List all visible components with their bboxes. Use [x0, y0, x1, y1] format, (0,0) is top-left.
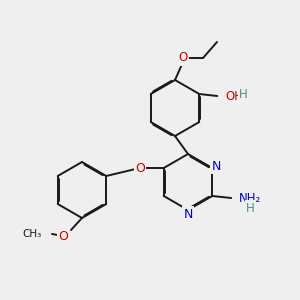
Text: O: O	[135, 161, 145, 175]
Text: N: N	[183, 208, 193, 220]
Text: H: H	[239, 88, 248, 100]
Text: OH: OH	[225, 89, 243, 103]
Text: H: H	[246, 202, 255, 214]
Text: CH₃: CH₃	[23, 229, 42, 239]
Text: O: O	[58, 230, 68, 242]
Text: O: O	[178, 52, 188, 64]
Text: N: N	[212, 160, 221, 172]
Text: NH₂: NH₂	[239, 191, 262, 205]
